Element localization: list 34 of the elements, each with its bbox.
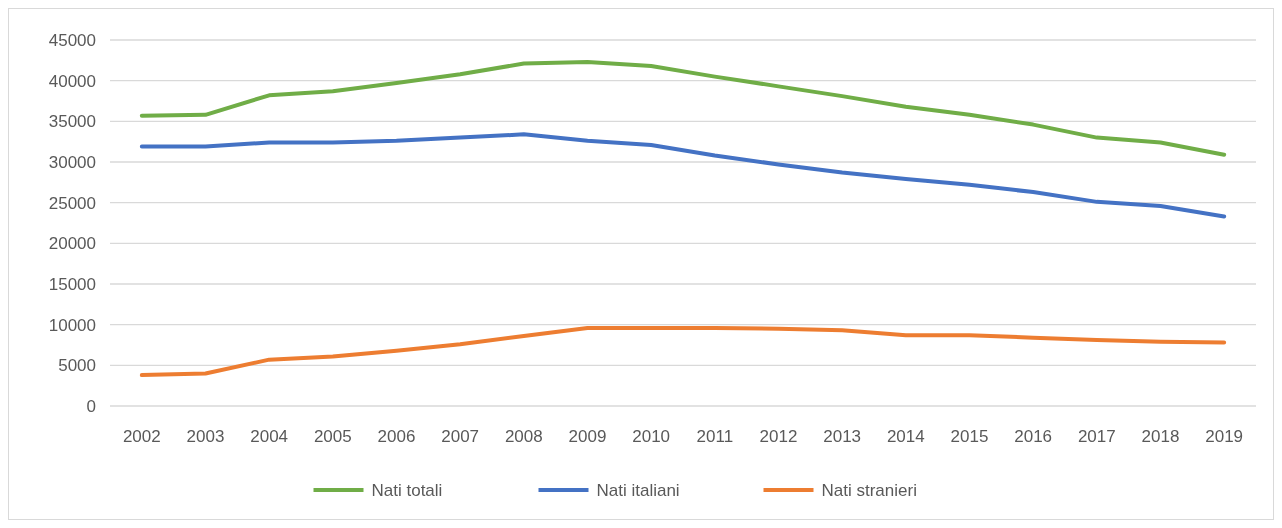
x-tick-label: 2013 — [823, 427, 862, 446]
legend-label: Nati totali — [371, 480, 443, 500]
x-tick-label: 2003 — [186, 427, 225, 446]
y-tick-label: 40000 — [48, 71, 96, 91]
x-tick-label: 2002 — [122, 427, 161, 446]
y-tick-label: 10000 — [48, 315, 96, 335]
x-tick-label: 2006 — [377, 427, 416, 446]
x-tick-label: 2017 — [1077, 427, 1116, 446]
x-tick-label: 2016 — [1014, 427, 1053, 446]
line-series — [139, 325, 1227, 378]
x-tick-label: 2010 — [632, 427, 671, 446]
y-tick-label: 20000 — [48, 234, 96, 254]
x-tick-label: 2009 — [568, 427, 607, 446]
x-tick-label: 2019 — [1205, 427, 1244, 446]
x-tick-label: 2011 — [696, 427, 734, 446]
y-tick-label: 15000 — [48, 274, 96, 294]
y-tick-label: 30000 — [48, 152, 96, 172]
x-tick-label: 2007 — [441, 427, 480, 446]
line-series — [139, 132, 1227, 219]
x-tick-label: 2014 — [886, 427, 925, 446]
y-tick-label: 45000 — [48, 30, 96, 50]
y-tick-label: 5000 — [58, 356, 96, 376]
x-tick-label: 2012 — [759, 427, 798, 446]
x-tick-label: 2015 — [950, 427, 989, 446]
y-tick-label: 25000 — [48, 193, 96, 213]
y-tick-label: 35000 — [48, 112, 96, 132]
line-series — [139, 59, 1227, 157]
x-tick-label: 2005 — [313, 427, 352, 446]
x-tick-label: 2018 — [1141, 427, 1180, 446]
x-tick-label: 2008 — [504, 427, 543, 446]
x-tick-label: 2004 — [250, 427, 289, 446]
legend-label: Nati stranieri — [821, 480, 917, 500]
legend-label: Nati italiani — [596, 480, 680, 500]
y-tick-label: 0 — [86, 396, 96, 416]
